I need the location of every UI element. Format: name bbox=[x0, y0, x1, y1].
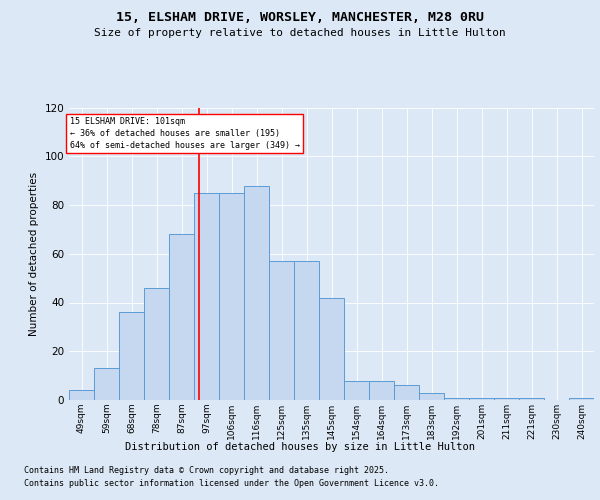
Text: 15 ELSHAM DRIVE: 101sqm
← 36% of detached houses are smaller (195)
64% of semi-d: 15 ELSHAM DRIVE: 101sqm ← 36% of detache… bbox=[70, 118, 299, 150]
Text: Distribution of detached houses by size in Little Hulton: Distribution of detached houses by size … bbox=[125, 442, 475, 452]
Bar bbox=[269, 261, 294, 400]
Text: 15, ELSHAM DRIVE, WORSLEY, MANCHESTER, M28 0RU: 15, ELSHAM DRIVE, WORSLEY, MANCHESTER, M… bbox=[116, 11, 484, 24]
Bar bbox=[294, 261, 319, 400]
Bar bbox=[494, 398, 519, 400]
Bar bbox=[194, 193, 219, 400]
Bar bbox=[94, 368, 119, 400]
Text: Contains public sector information licensed under the Open Government Licence v3: Contains public sector information licen… bbox=[24, 479, 439, 488]
Bar bbox=[169, 234, 194, 400]
Bar bbox=[444, 398, 469, 400]
Bar bbox=[394, 386, 419, 400]
Bar bbox=[144, 288, 169, 400]
Bar bbox=[419, 392, 444, 400]
Bar bbox=[569, 398, 594, 400]
Bar bbox=[344, 380, 369, 400]
Y-axis label: Number of detached properties: Number of detached properties bbox=[29, 172, 39, 336]
Text: Size of property relative to detached houses in Little Hulton: Size of property relative to detached ho… bbox=[94, 28, 506, 38]
Bar bbox=[519, 398, 544, 400]
Bar bbox=[244, 186, 269, 400]
Text: Contains HM Land Registry data © Crown copyright and database right 2025.: Contains HM Land Registry data © Crown c… bbox=[24, 466, 389, 475]
Bar bbox=[469, 398, 494, 400]
Bar bbox=[119, 312, 144, 400]
Bar bbox=[219, 193, 244, 400]
Bar bbox=[319, 298, 344, 400]
Bar bbox=[369, 380, 394, 400]
Bar bbox=[69, 390, 94, 400]
